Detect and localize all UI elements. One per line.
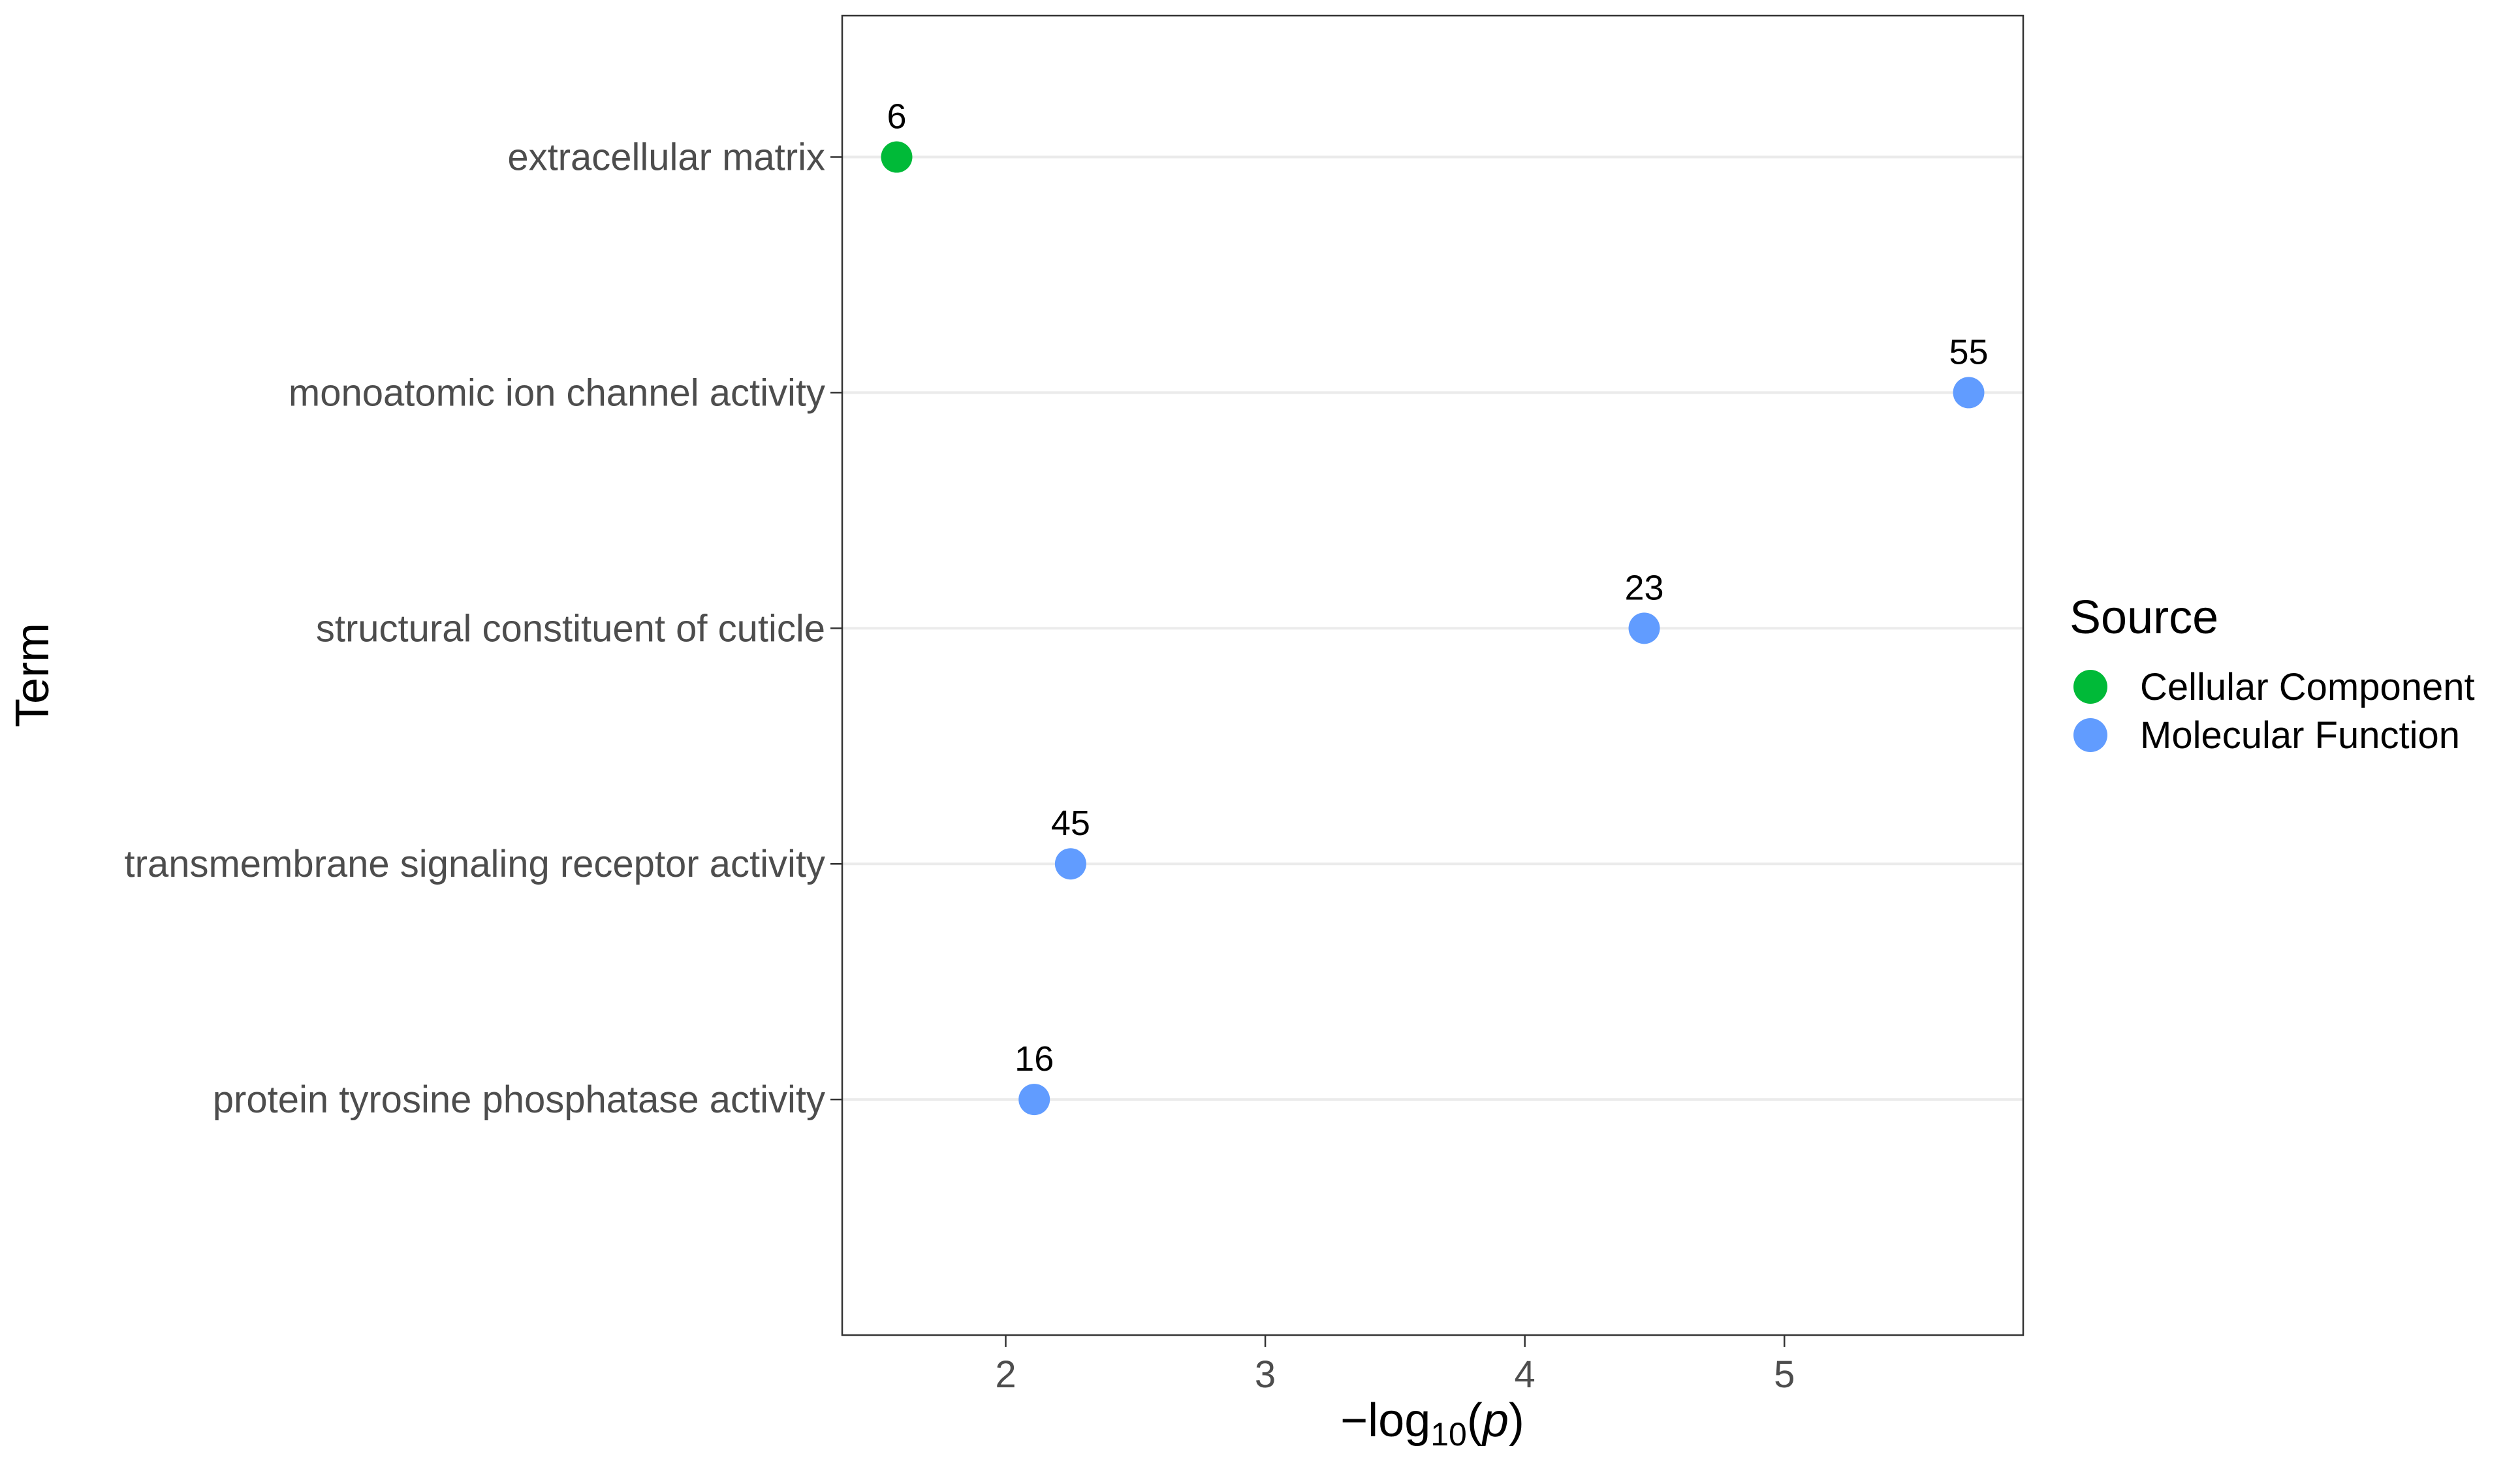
x-tick-label: 3: [1255, 1353, 1276, 1396]
data-label: 23: [1624, 568, 1663, 607]
y-tick-label: transmembrane signaling receptor activit…: [125, 843, 825, 885]
data-label: 55: [1949, 332, 1988, 371]
data-labels-layer: 6 55 23 45 16: [887, 97, 1988, 1079]
x-tick-label: 2: [995, 1353, 1016, 1396]
legend-key: [2073, 670, 2107, 704]
legend-label: Cellular Component: [2140, 666, 2475, 708]
y-tick-label: structural constituent of cuticle: [316, 607, 825, 650]
gridlines: [842, 155, 2023, 1101]
data-point: [1628, 612, 1660, 644]
data-point: [881, 141, 913, 173]
x-tick-label: 5: [1774, 1353, 1795, 1396]
legend-key: [2073, 718, 2107, 752]
legend: Source Cellular Component Molecular Funct…: [2070, 591, 2475, 757]
y-tick-label: monoatomic ion channel activity: [289, 371, 825, 414]
data-label: 45: [1051, 804, 1090, 843]
x-axis: 2 3 4 5: [995, 1335, 1795, 1396]
y-axis: extracellular matrix monoatomic ion chann…: [125, 136, 842, 1121]
data-point: [1018, 1084, 1050, 1116]
x-tick-label: 4: [1515, 1353, 1536, 1396]
y-tick-label: extracellular matrix: [507, 136, 825, 179]
data-label: 6: [887, 97, 906, 136]
legend-entries: Cellular Component Molecular Function: [2073, 666, 2475, 757]
legend-title: Source: [2070, 591, 2218, 644]
points-layer: [881, 141, 1985, 1116]
y-axis-title: Term: [7, 623, 59, 727]
legend-label: Molecular Function: [2140, 714, 2460, 757]
plot-panel-border: [841, 14, 2024, 1336]
data-label: 16: [1015, 1039, 1054, 1079]
data-point: [1953, 377, 1985, 409]
data-point: [1054, 848, 1086, 880]
x-axis-title: −log10(p): [1340, 1394, 1524, 1453]
y-tick-label: protein tyrosine phosphatase activity: [213, 1079, 825, 1121]
